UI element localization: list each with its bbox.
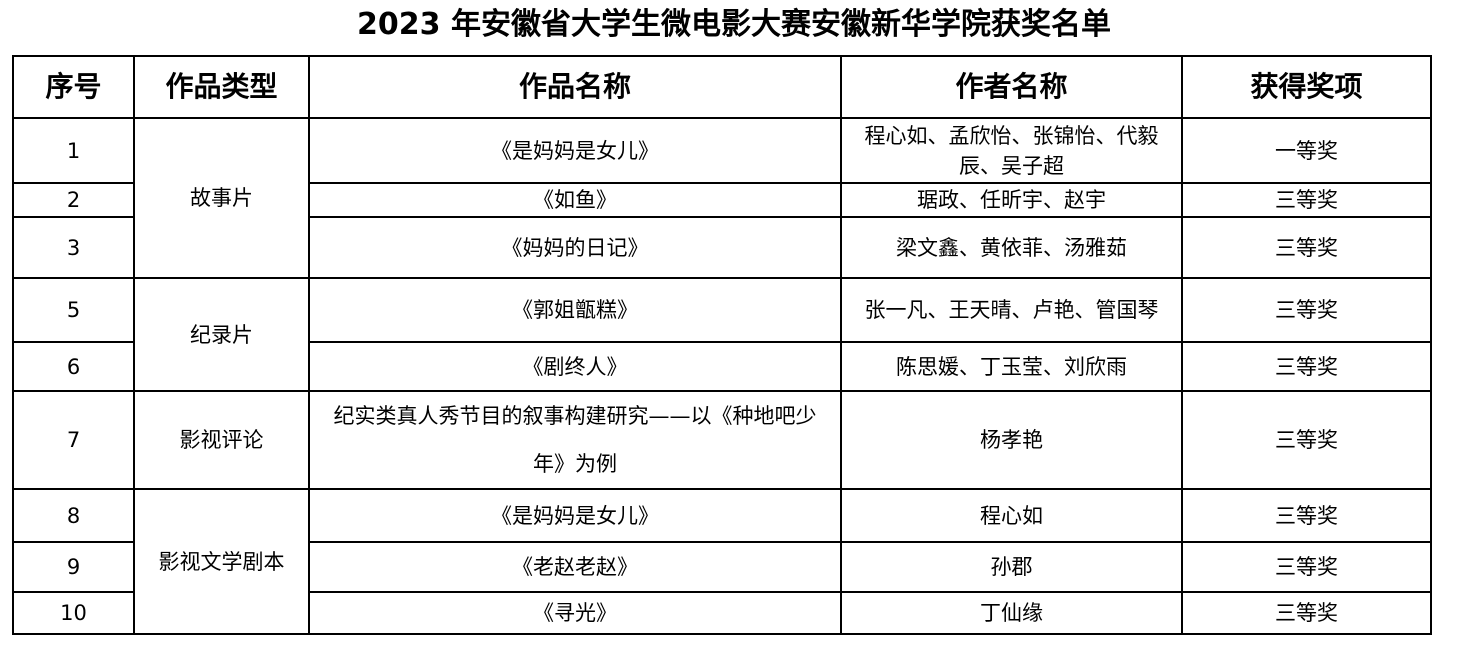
table-row: 6 《剧终人》 陈思媛、丁玉莹、刘欣雨 三等奖: [12, 341, 1432, 392]
header-award: 获得奖项: [1181, 55, 1432, 119]
table-row: 5 纪录片 《郭姐甑糕》 张一凡、王天晴、卢艳、管国琴 三等奖: [12, 277, 1432, 392]
header-row: 序号 作品类型 作品名称 作者名称 获得奖项: [12, 55, 1432, 119]
row-no: 5: [12, 277, 135, 343]
award: 三等奖: [1181, 182, 1432, 218]
award: 三等奖: [1181, 390, 1432, 490]
authors: 梁文鑫、黄依菲、汤雅茹: [840, 216, 1183, 279]
work-title: 《妈妈的日记》: [308, 216, 842, 279]
authors: 杨孝艳: [840, 390, 1183, 490]
category-cell: 纪录片: [133, 277, 310, 392]
authors: 张一凡、王天晴、卢艳、管国琴: [840, 277, 1183, 343]
row-no: 7: [12, 390, 135, 490]
header-no: 序号: [12, 55, 135, 119]
header-work: 作品名称: [308, 55, 842, 119]
work-title: 《剧终人》: [308, 341, 842, 392]
work-title: 《郭姐甑糕》: [308, 277, 842, 343]
row-no: 1: [12, 117, 135, 184]
authors: 陈思媛、丁玉莹、刘欣雨: [840, 341, 1183, 392]
work-title: 《寻光》: [308, 591, 842, 635]
table-row: 2 《如鱼》 琚政、任昕宇、赵宇 三等奖: [12, 182, 1432, 218]
category-cell: 影视评论: [133, 390, 310, 490]
work-title: 纪实类真人秀节目的叙事构建研究——以《种地吧少年》为例: [308, 390, 842, 490]
header-type: 作品类型: [133, 55, 310, 119]
row-no: 10: [12, 591, 135, 635]
category-cell: 影视文学剧本: [133, 488, 310, 635]
work-title: 《是妈妈是女儿》: [308, 488, 842, 543]
table-row: 1 故事片 《是妈妈是女儿》 程心如、孟欣怡、张锦怡、代毅辰、吴子超 一等奖: [12, 117, 1432, 279]
table-row: 9 《老赵老赵》 孙郡 三等奖: [12, 541, 1432, 593]
work-title: 《是妈妈是女儿》: [308, 117, 842, 184]
authors: 琚政、任昕宇、赵宇: [840, 182, 1183, 218]
authors: 程心如: [840, 488, 1183, 543]
document-title: 2023 年安徽省大学生微电影大赛安徽新华学院获奖名单: [357, 7, 1111, 42]
row-no: 8: [12, 488, 135, 543]
category-cell: 故事片: [133, 117, 310, 279]
work-title: 《如鱼》: [308, 182, 842, 218]
authors: 丁仙缘: [840, 591, 1183, 635]
work-title: 《老赵老赵》: [308, 541, 842, 593]
table-row: 8 影视文学剧本 《是妈妈是女儿》 程心如 三等奖: [12, 488, 1432, 635]
row-no: 3: [12, 216, 135, 279]
award: 三等奖: [1181, 216, 1432, 279]
award: 三等奖: [1181, 341, 1432, 392]
row-no: 9: [12, 541, 135, 593]
authors: 孙郡: [840, 541, 1183, 593]
table-row: 10 《寻光》 丁仙缘 三等奖: [12, 591, 1432, 635]
award: 三等奖: [1181, 591, 1432, 635]
award: 一等奖: [1181, 117, 1432, 184]
row-no: 6: [12, 341, 135, 392]
table-row: 7 影视评论 纪实类真人秀节目的叙事构建研究——以《种地吧少年》为例 杨孝艳 三…: [12, 390, 1432, 490]
row-no: 2: [12, 182, 135, 218]
award: 三等奖: [1181, 277, 1432, 343]
header-authors: 作者名称: [840, 55, 1183, 119]
table-row: 3 《妈妈的日记》 梁文鑫、黄依菲、汤雅茹 三等奖: [12, 216, 1432, 279]
award: 三等奖: [1181, 488, 1432, 543]
authors: 程心如、孟欣怡、张锦怡、代毅辰、吴子超: [840, 117, 1183, 184]
awards-table: 序号 作品类型 作品名称 作者名称 获得奖项 1 故事片 《是妈妈是女儿》 程心…: [12, 55, 1432, 635]
award: 三等奖: [1181, 541, 1432, 593]
